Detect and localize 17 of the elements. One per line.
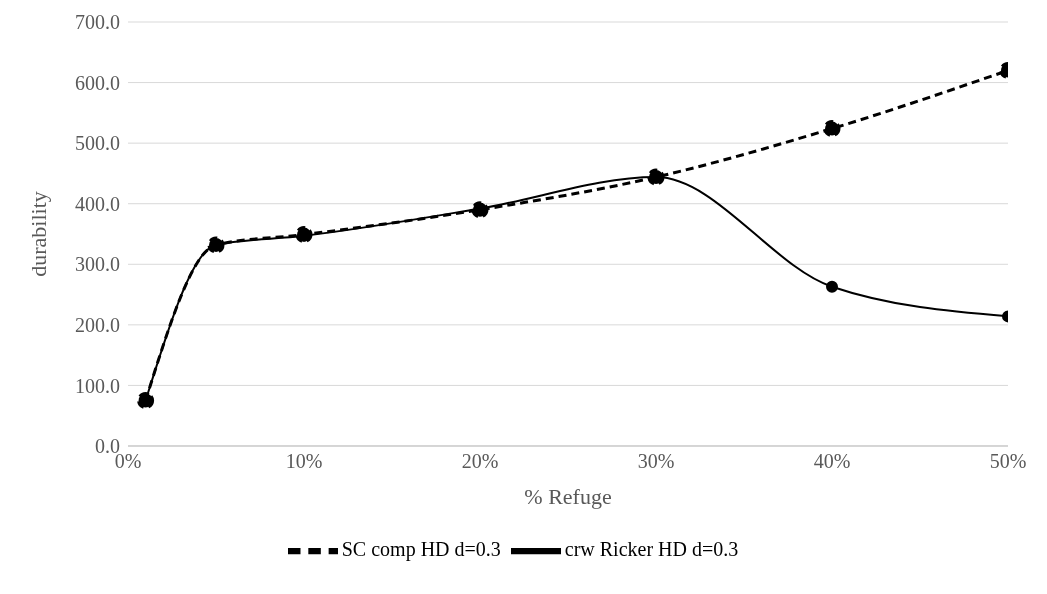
y-tick-label: 200.0 (75, 313, 120, 336)
y-tick-label: 500.0 (75, 132, 120, 155)
y-tick-label: 300.0 (75, 253, 120, 276)
legend-label: crw Ricker HD d=0.3 (564, 537, 739, 560)
x-tick-label: 40% (813, 450, 851, 473)
x-axis-title: % Refuge (524, 484, 612, 509)
x-tick-label: 20% (461, 450, 499, 473)
x-tick-label: 50% (989, 450, 1027, 473)
x-tick-label: 30% (637, 450, 675, 473)
y-axis-title: durability (25, 191, 51, 277)
y-tick-label: 100.0 (75, 374, 120, 397)
y-tick-label: 400.0 (75, 192, 120, 215)
point (823, 120, 841, 138)
x-tick-label: 10% (285, 450, 323, 473)
y-tick-label: 600.0 (75, 71, 120, 94)
y-tick-label: 700.0 (75, 11, 120, 34)
legend-label: SC comp HD d=0.3 (341, 537, 501, 560)
